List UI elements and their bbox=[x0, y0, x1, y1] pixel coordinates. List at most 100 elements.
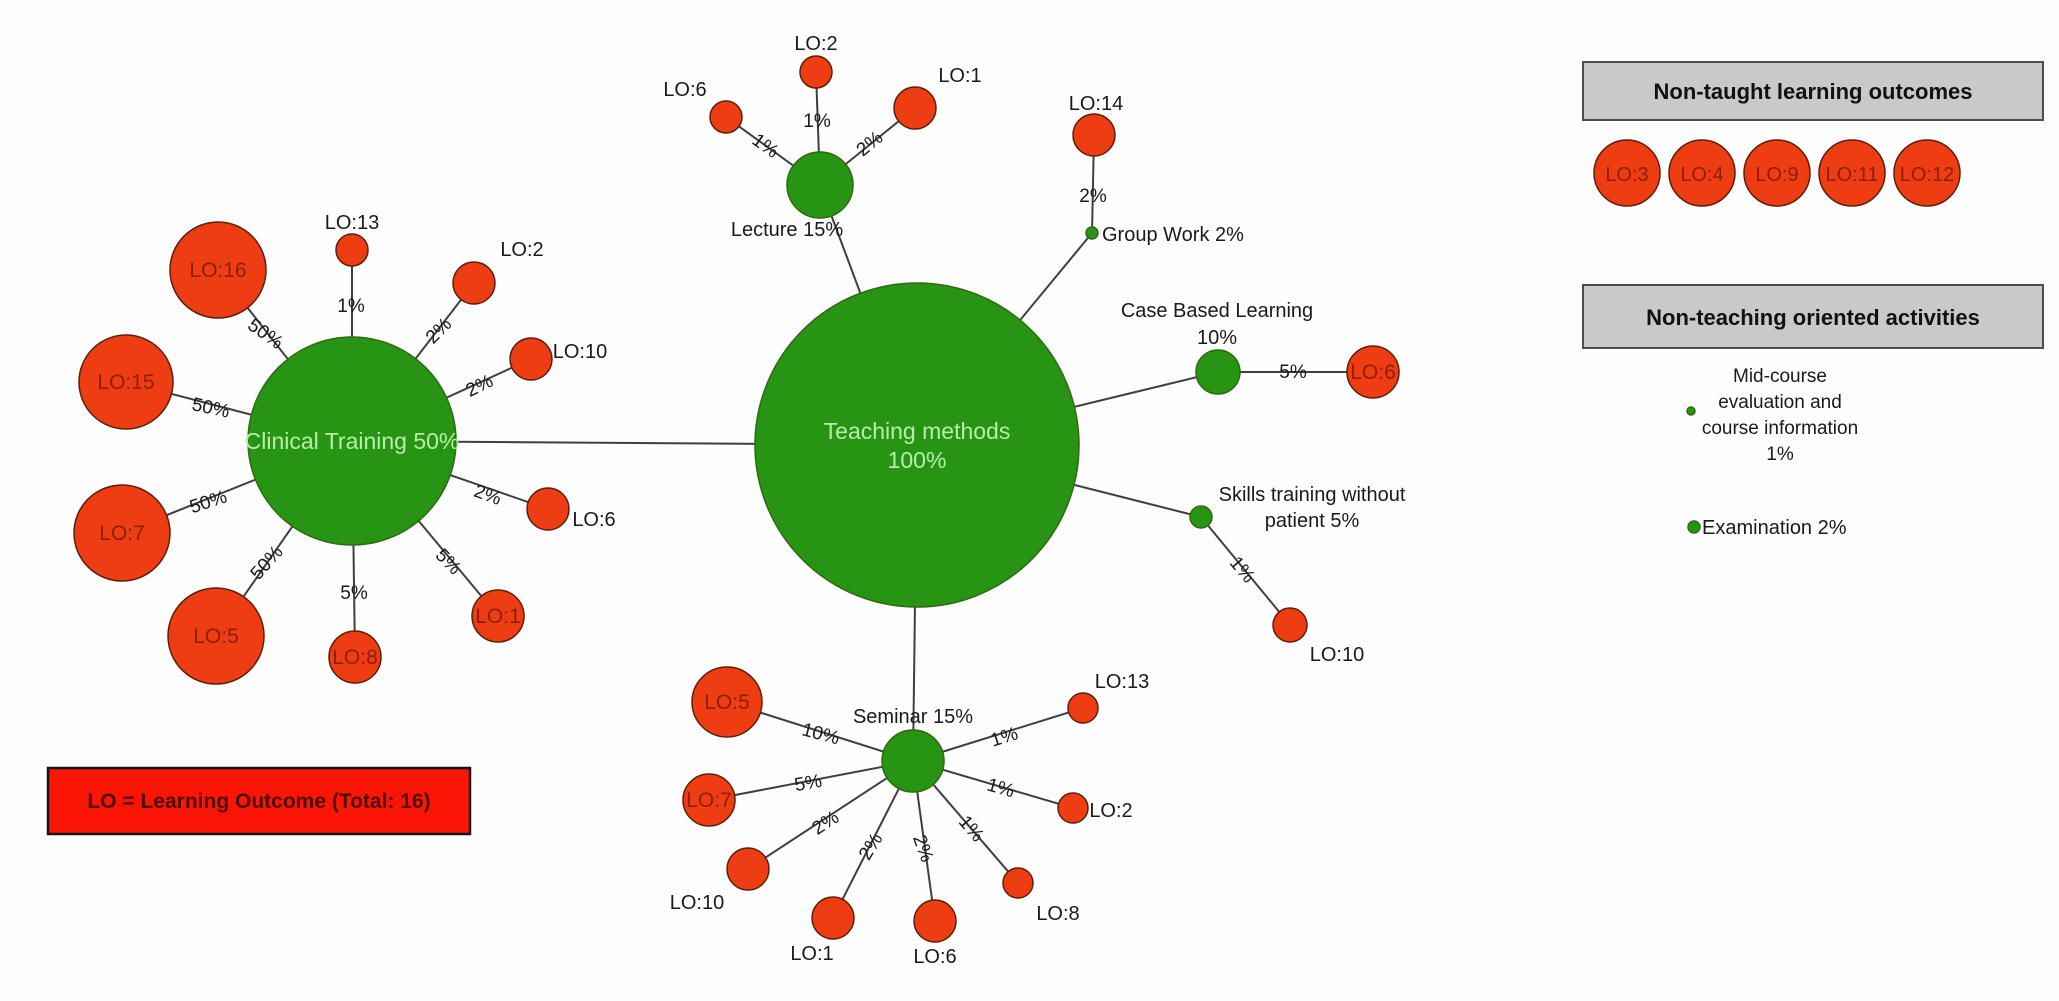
node-clinical-lo6 bbox=[526, 487, 570, 531]
node-case-based-learning bbox=[1195, 349, 1241, 395]
lecture-lo6-label: LO:6 bbox=[663, 79, 706, 101]
pct-clinical-lo10: 2% bbox=[463, 371, 497, 402]
non-taught-title: Non-taught learning outcomes bbox=[1654, 79, 1973, 104]
clinical-lo10-label: LO:10 bbox=[553, 341, 607, 363]
non-teaching-panel: Non-teaching oriented activities Mid-cou… bbox=[1582, 284, 2044, 539]
skills-label-line1: Skills training without bbox=[1219, 484, 1406, 506]
pct-seminar-lo2: 1% bbox=[984, 775, 1016, 803]
mid-course-line4: 1% bbox=[1766, 444, 1794, 465]
cbl-label-line1: Case Based Learning bbox=[1121, 300, 1313, 322]
seminar-lo8-label: LO:8 bbox=[1036, 903, 1079, 925]
groupwork-lo14-label: LO:14 bbox=[1069, 93, 1123, 115]
node-lecture-lo6 bbox=[709, 100, 743, 134]
legend-box bbox=[46, 766, 472, 836]
nontaught-lo12-label: LO:12 bbox=[1900, 164, 1954, 186]
clinical-lo15-label: LO:15 bbox=[97, 371, 154, 394]
clinical-lo13-label: LO:13 bbox=[325, 212, 379, 234]
non-taught-panel: Non-taught learning outcomes LO:3 LO:4 L… bbox=[1582, 61, 2044, 207]
seminar-lo1-label: LO:1 bbox=[790, 943, 833, 965]
node-labels: Teaching methods 100% Clinical Training … bbox=[97, 33, 1405, 968]
seminar-lo5-label: LO:5 bbox=[704, 691, 750, 714]
cbl-label-line2: 10% bbox=[1197, 327, 1237, 349]
nontaught-lo4-label: LO:4 bbox=[1680, 164, 1723, 186]
node-group-work bbox=[1085, 226, 1099, 240]
nontaught-lo11-label: LO:11 bbox=[1826, 164, 1879, 186]
node-lecture-lo1 bbox=[893, 86, 937, 130]
clinical-lo8-label: LO:8 bbox=[332, 646, 378, 669]
lecture-lo2-label: LO:2 bbox=[794, 33, 837, 55]
node-clinical-lo16 bbox=[169, 221, 267, 319]
edge-skills-lo10 bbox=[1200, 516, 1291, 626]
seminar-lo6-label: LO:6 bbox=[913, 946, 956, 968]
pct-groupwork-lo14: 2% bbox=[1079, 186, 1107, 207]
pct-clinical-lo1: 5% bbox=[431, 545, 465, 579]
node-clinical-lo10 bbox=[509, 337, 553, 381]
group-work-label: Group Work 2% bbox=[1102, 224, 1244, 246]
clinical-lo5-label: LO:5 bbox=[193, 625, 239, 648]
teaching-methods-label-line2: 100% bbox=[888, 447, 947, 473]
skills-label-line2: patient 5% bbox=[1265, 510, 1360, 532]
node-lecture-lo2 bbox=[799, 55, 833, 89]
node-clinical-lo15 bbox=[78, 334, 174, 430]
node-nontaught-lo3 bbox=[1593, 139, 1661, 207]
lecture-lo1-label: LO:1 bbox=[938, 65, 981, 87]
node-seminar-lo2 bbox=[1057, 792, 1089, 824]
pct-lecture-lo2: 1% bbox=[803, 111, 831, 132]
pct-clinical-lo7: 50% bbox=[187, 487, 230, 519]
pct-seminar-lo5: 10% bbox=[800, 719, 842, 749]
pct-seminar-lo7: 5% bbox=[793, 771, 824, 796]
node-nontaught-lo4 bbox=[1668, 139, 1736, 207]
edge-seminar-lo7 bbox=[708, 760, 914, 801]
non-taught-header-box bbox=[1582, 61, 2044, 121]
seminar-lo13-label: LO:13 bbox=[1095, 671, 1149, 693]
node-clinical-training bbox=[247, 336, 457, 546]
node-teaching-methods bbox=[754, 282, 1080, 608]
mid-course-line2: evaluation and bbox=[1718, 392, 1842, 413]
skills-lo10-label: LO:10 bbox=[1310, 644, 1364, 666]
node-seminar-lo5 bbox=[691, 666, 763, 738]
pct-clinical-lo5: 50% bbox=[247, 542, 288, 584]
seminar-lo10-label: LO:10 bbox=[670, 892, 724, 914]
pct-seminar-lo13: 1% bbox=[988, 723, 1021, 751]
seminar-lo7-label: LO:7 bbox=[686, 789, 732, 812]
nodes bbox=[73, 55, 1400, 943]
clinical-training-label: Clinical Training 50% bbox=[245, 428, 460, 454]
node-seminar-lo1 bbox=[811, 896, 855, 940]
node-nontaught-lo11 bbox=[1818, 139, 1886, 207]
node-seminar-lo6 bbox=[913, 899, 957, 943]
pct-clinical-lo8: 5% bbox=[340, 583, 368, 604]
pct-clinical-lo13: 1% bbox=[337, 296, 365, 317]
node-nontaught-lo9 bbox=[1743, 139, 1811, 207]
seminar-label: Seminar 15% bbox=[853, 706, 973, 728]
clinical-lo2-label: LO:2 bbox=[500, 239, 543, 261]
examination-label: Examination 2% bbox=[1702, 517, 1847, 539]
legend: LO = Learning Outcome (Total: 16) bbox=[46, 766, 472, 836]
node-clinical-lo8 bbox=[328, 630, 382, 684]
clinical-lo16-label: LO:16 bbox=[189, 259, 246, 282]
clinical-lo1-label: LO:1 bbox=[475, 605, 521, 628]
pct-seminar-lo6: 2% bbox=[908, 832, 937, 865]
nontaught-lo9-label: LO:9 bbox=[1755, 164, 1798, 186]
pct-seminar-lo10: 2% bbox=[809, 807, 844, 840]
node-seminar-lo10 bbox=[726, 847, 770, 891]
mid-course-dot bbox=[1686, 406, 1696, 416]
pct-lecture-lo1: 2% bbox=[853, 127, 888, 161]
node-clinical-lo2 bbox=[452, 261, 496, 305]
node-seminar-lo8 bbox=[1002, 867, 1034, 899]
pct-lecture-lo6: 1% bbox=[748, 130, 783, 163]
examination-dot bbox=[1687, 520, 1701, 534]
mid-course-line1: Mid-course bbox=[1733, 366, 1827, 387]
pct-clinical-lo15: 50% bbox=[190, 394, 232, 422]
non-teaching-header-box bbox=[1582, 284, 2044, 349]
pct-clinical-lo6: 2% bbox=[471, 481, 504, 510]
seminar-lo2-label: LO:2 bbox=[1089, 800, 1132, 822]
clinical-lo6-label: LO:6 bbox=[572, 509, 615, 531]
node-skills-lo10 bbox=[1272, 607, 1308, 643]
mid-course-line3: course information bbox=[1702, 418, 1858, 439]
teaching-methods-label-line1: Teaching methods bbox=[824, 418, 1011, 444]
node-groupwork-lo14 bbox=[1072, 113, 1116, 157]
edge-seminar-lo10 bbox=[747, 760, 914, 870]
node-clinical-lo13 bbox=[335, 233, 369, 267]
non-teaching-title: Non-teaching oriented activities bbox=[1646, 305, 1980, 330]
